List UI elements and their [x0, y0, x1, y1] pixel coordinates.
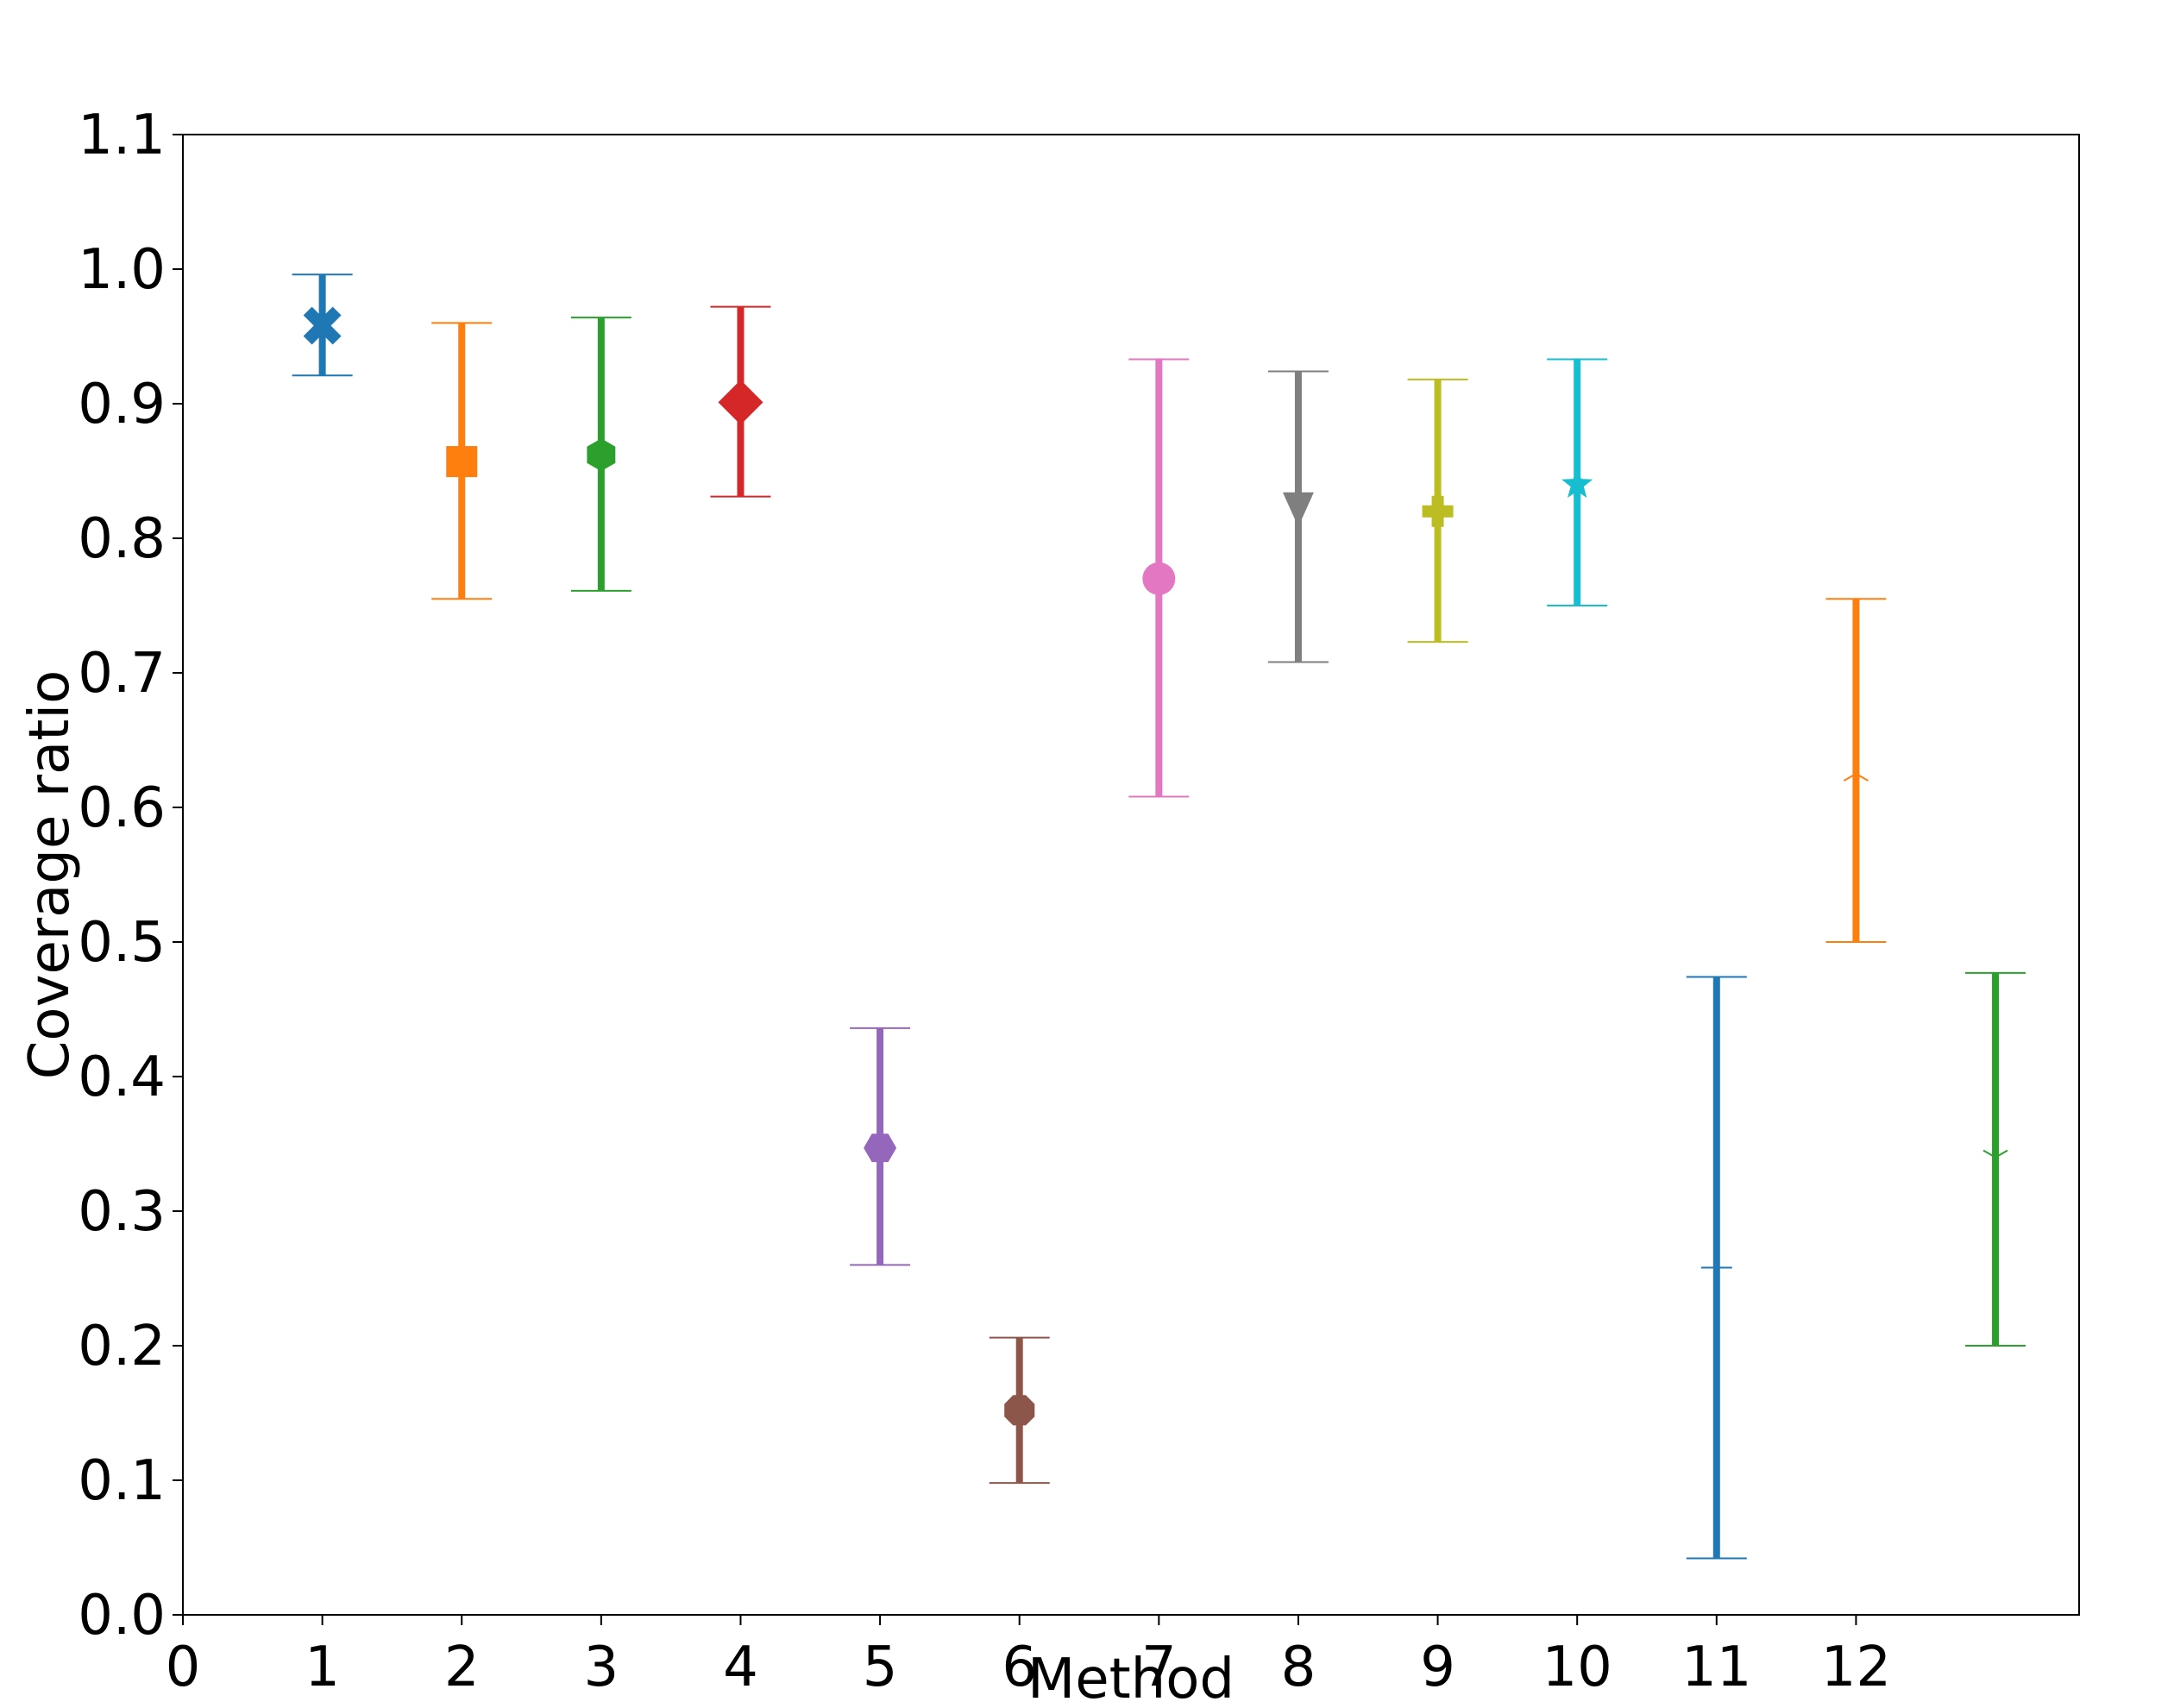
data-point-marker-arm	[303, 306, 342, 345]
data-point-marker	[1843, 773, 1857, 782]
x-tick-label: 4	[723, 1636, 758, 1699]
data-point-marker	[1004, 1395, 1035, 1426]
x-axis: 0 1 2 3 4 5 6 7 8 9 10 11 12	[166, 1615, 1891, 1699]
data-point-marker	[587, 438, 616, 472]
x-tick-label: 1	[305, 1636, 340, 1699]
data-point-marker	[718, 380, 763, 425]
x-tick-label: 0	[166, 1636, 201, 1699]
error-bar-point-7	[1128, 358, 1190, 798]
error-bar-point-4	[710, 305, 771, 498]
error-bar-point-9	[1407, 378, 1468, 644]
x-tick-label: 12	[1821, 1636, 1891, 1699]
data-point-marker	[446, 446, 478, 478]
y-tick-label: 0.5	[78, 911, 166, 975]
x-tick-label: 8	[1281, 1636, 1316, 1699]
data-point-marker-arm	[1855, 773, 1869, 782]
y-tick-label: 0.4	[78, 1046, 166, 1109]
x-tick-label: 9	[1420, 1636, 1455, 1699]
data-point-marker-arm	[1431, 495, 1444, 527]
y-tick-label: 0.8	[78, 507, 166, 571]
data-point-marker	[864, 1133, 897, 1163]
y-axis: 0.0 0.1 0.2 0.3 0.4 0.5 0.6 0.7 0.8 0.9 1.0 1.1	[78, 104, 183, 1648]
x-tick-label: 11	[1681, 1636, 1751, 1699]
error-bar-point-8	[1267, 370, 1329, 663]
data-point-marker	[1982, 1149, 1996, 1159]
x-tick-label: 5	[863, 1636, 898, 1699]
data-point-marker	[1282, 492, 1314, 527]
error-bar-point-1	[292, 273, 353, 377]
y-tick-label: 1.0	[78, 238, 166, 302]
x-tick-label: 7	[1141, 1636, 1177, 1699]
error-bar-point-13	[1965, 971, 2026, 1347]
x-tick-label: 3	[583, 1636, 619, 1699]
x-tick-label: 10	[1542, 1636, 1612, 1699]
plot-area	[182, 134, 2080, 1616]
data-point-marker	[1561, 468, 1593, 498]
y-axis-label: Coverage ratio	[18, 670, 82, 1080]
data-point-marker	[1142, 562, 1176, 595]
y-tick-label: 0.0	[78, 1584, 166, 1648]
y-tick-label: 0.2	[78, 1315, 166, 1378]
y-tick-label: 0.7	[78, 642, 166, 706]
error-bar-point-3	[570, 317, 631, 592]
x-tick-label: 2	[444, 1636, 480, 1699]
y-tick-label: 0.1	[78, 1449, 166, 1513]
error-bar-point-5	[850, 1027, 911, 1266]
y-tick-label: 1.1	[78, 104, 166, 167]
y-tick-label: 0.6	[78, 776, 166, 840]
error-bar-point-12	[1825, 598, 1887, 943]
error-bar-point-11	[1686, 976, 1747, 1560]
error-bar-point-10	[1547, 358, 1608, 606]
y-tick-label: 0.3	[78, 1180, 166, 1244]
error-bar-point-6	[989, 1336, 1050, 1485]
y-tick-label: 0.9	[78, 373, 166, 436]
error-bar-point-2	[431, 322, 493, 600]
error-bar-series	[292, 273, 2026, 1560]
x-tick-label: 6	[1002, 1636, 1037, 1699]
data-point-marker-arm	[1995, 1149, 2008, 1159]
x-axis-label: Method	[1027, 1648, 1235, 1708]
